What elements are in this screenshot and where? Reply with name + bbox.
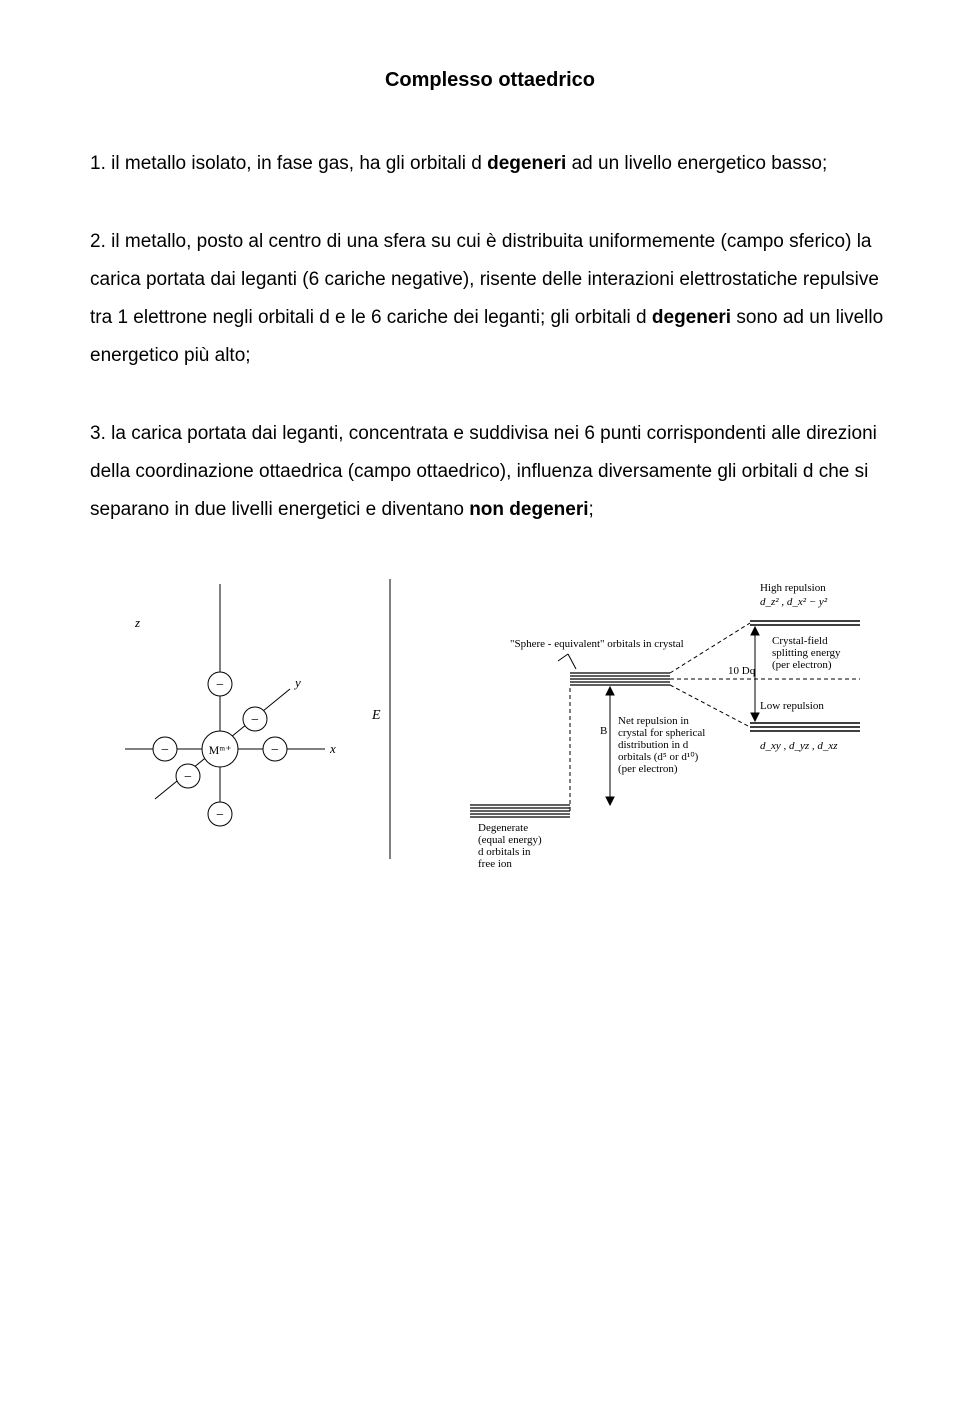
item-number: 2. xyxy=(90,231,106,252)
ligand-symbol: − xyxy=(251,713,259,728)
ligand-symbol: − xyxy=(184,770,192,785)
item-text-post: ; xyxy=(589,499,594,520)
item-text-post: ad un livello energetico basso; xyxy=(566,153,827,174)
low-repulsion-label: Low repulsion xyxy=(760,700,824,712)
splitting-energy-label: Crystal-field splitting energy (per elec… xyxy=(772,635,843,671)
low-repulsion-orbitals: d_xy , d_yz , d_xz xyxy=(760,740,838,752)
net-repulsion-label: Net repulsion in crystal for spherical d… xyxy=(618,715,708,775)
ligand-symbol: − xyxy=(161,743,169,758)
degenerate-label: Degenerate (equal energy) d orbitals in … xyxy=(478,822,544,869)
item-text-bold: degeneri xyxy=(487,153,566,174)
axis-z-label: z xyxy=(134,615,140,630)
dq-label: 10 Dq xyxy=(728,665,756,677)
item-number: 1. xyxy=(90,153,106,174)
ligand-symbol: − xyxy=(216,808,224,823)
axis-x-label: x xyxy=(329,741,336,756)
list-item-1: 1. il metallo isolato, in fase gas, ha g… xyxy=(90,145,890,183)
ligand-symbol: − xyxy=(216,678,224,693)
item-text-bold: degeneri xyxy=(652,307,731,328)
item-text-bold: non degeneri xyxy=(469,499,588,520)
page-title: Complesso ottaedrico xyxy=(90,60,890,100)
list-item-2: 2. il metallo, posto al centro di una sf… xyxy=(90,223,890,375)
high-repulsion-label: High repulsion xyxy=(760,582,826,594)
net-repulsion-b: B xyxy=(600,725,607,737)
energy-level-diagram: E xyxy=(360,569,890,883)
item-text-pre: il metallo isolato, in fase gas, ha gli … xyxy=(111,153,487,174)
high-repulsion-orbitals: d_z² , d_x² − y² xyxy=(760,596,828,608)
ligand-symbol: − xyxy=(271,743,279,758)
axis-y-label: y xyxy=(293,675,301,690)
sphere-equivalent-label: "Sphere - equivalent" orbitals in crysta… xyxy=(510,638,684,650)
metal-label: Mᵐ⁺ xyxy=(209,743,232,757)
item-number: 3. xyxy=(90,423,106,444)
energy-axis-label: E xyxy=(371,708,381,723)
octahedral-complex-diagram: Mᵐ⁺ − − − − − − z x y xyxy=(90,569,350,863)
figure-row: Mᵐ⁺ − − − − − − z x y xyxy=(90,569,890,883)
list-item-3: 3. la carica portata dai leganti, concen… xyxy=(90,415,890,529)
